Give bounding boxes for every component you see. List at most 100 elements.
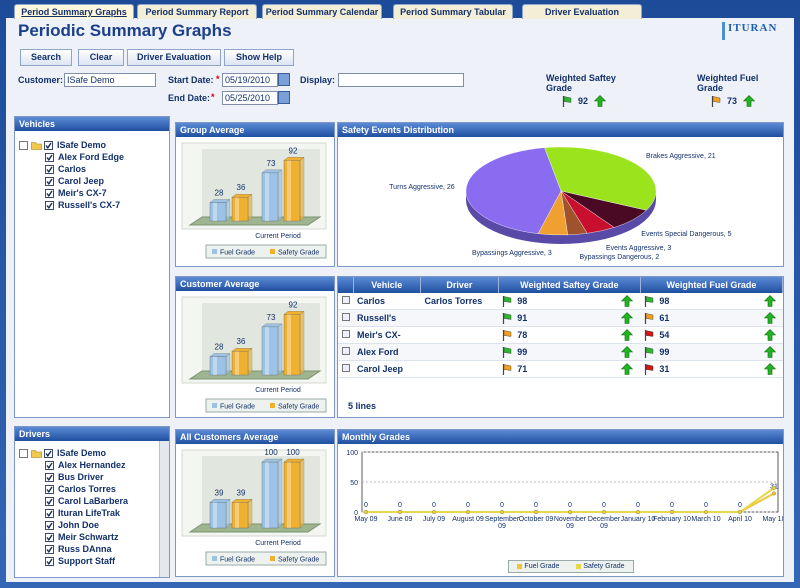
x-axis-label: Current Period [255, 540, 301, 547]
checkbox[interactable] [45, 200, 54, 210]
tab[interactable]: Driver Evaluation [522, 4, 642, 19]
help-button[interactable]: Show Help [224, 49, 294, 66]
checkbox[interactable] [45, 544, 54, 554]
tab[interactable]: Period Summary Report [137, 4, 257, 19]
checkbox[interactable] [45, 496, 54, 506]
calendar-button[interactable] [278, 73, 290, 86]
expander[interactable] [341, 364, 350, 372]
checkbox[interactable] [44, 448, 53, 458]
checkbox[interactable] [45, 508, 54, 518]
legend-box [205, 244, 327, 259]
checkbox[interactable] [44, 140, 53, 150]
x-tick-label: May 09 [354, 516, 378, 523]
flag-cloth [646, 295, 654, 303]
arrow-shape [594, 95, 607, 107]
check-mark [46, 462, 53, 469]
check-mark [46, 166, 53, 173]
pie-label: Events Aggressive, 3 [606, 245, 671, 252]
point [398, 509, 403, 514]
bar [261, 461, 279, 529]
checkbox[interactable] [45, 152, 54, 162]
bar-side [247, 193, 253, 222]
display-select[interactable] [338, 73, 464, 87]
tree-label: Support Staff [58, 556, 115, 566]
up-arrow-icon [763, 346, 776, 358]
customer-select[interactable]: ISafe Demo [64, 73, 156, 87]
grade-value: 98 [659, 296, 670, 306]
table-cell: 91 [498, 309, 641, 327]
expand-cell [338, 326, 354, 344]
checkbox[interactable] [45, 556, 54, 566]
checkbox[interactable] [45, 484, 54, 494]
tree-label: Ituran LifeTrak [58, 508, 121, 518]
table-cell: 99 [498, 343, 641, 361]
header-cell: Weighted Fuel Grade [640, 277, 783, 293]
search-button[interactable]: Search [20, 49, 72, 66]
expander[interactable] [341, 313, 350, 321]
check-mark [46, 546, 53, 553]
legend-label: Safety Grade [278, 250, 319, 257]
table-row: Carol Jeep 71 31 [338, 360, 783, 378]
calendar-button[interactable] [278, 91, 290, 104]
bar-value-label: 39 [237, 488, 246, 497]
grade-cell: 78 [502, 329, 639, 341]
point-value-label: 0 [364, 502, 368, 509]
bar-highlight [287, 314, 291, 375]
point [602, 509, 607, 514]
check-mark [45, 450, 52, 457]
bar-top [283, 157, 305, 161]
tab[interactable]: Period Summary Graphs [14, 4, 134, 19]
folder-shape [31, 449, 42, 458]
checkbox[interactable] [45, 472, 54, 482]
checkbox[interactable] [45, 164, 54, 174]
expander[interactable] [19, 140, 28, 150]
clear-button[interactable]: Clear [78, 49, 124, 66]
x-tick-label: October 09 [518, 516, 554, 523]
expander[interactable] [341, 296, 350, 304]
start-date-input[interactable]: 05/19/2010 [222, 73, 278, 87]
grade-value: 71 [517, 364, 528, 374]
bar-highlight [235, 502, 239, 528]
grade-value: 54 [659, 330, 670, 340]
checkbox[interactable] [45, 460, 54, 470]
checkbox[interactable] [45, 520, 54, 530]
point-value-label: 0 [670, 502, 674, 509]
flag-cloth [712, 95, 721, 103]
expander[interactable] [341, 347, 350, 355]
grade-cell: 98 [644, 295, 781, 307]
table-cell: Alex Ford [353, 343, 421, 361]
point-value-label: 0 [398, 502, 402, 509]
point [636, 509, 641, 514]
end-date-input[interactable]: 05/25/2010 [222, 91, 278, 105]
x-axis-label: Current Period [255, 233, 301, 240]
expander[interactable] [19, 448, 28, 458]
legend-swatch [212, 403, 217, 408]
bar-value-label: 39 [215, 488, 224, 497]
table-cell: 98 [498, 293, 641, 310]
expander[interactable] [341, 330, 350, 338]
grade-value: 78 [517, 330, 528, 340]
tab[interactable]: Period Summary Tabular [393, 4, 513, 19]
driver-evaluation-button[interactable]: Driver Evaluation [127, 49, 221, 66]
tree-label: Bus Driver [58, 472, 104, 482]
grade-value: 99 [659, 347, 670, 357]
scrollbar[interactable] [159, 441, 169, 577]
checkbox[interactable] [45, 532, 54, 542]
grade-value: 99 [517, 347, 528, 357]
bar-value-label: 28 [215, 343, 224, 352]
point-value-label: 0 [432, 502, 436, 509]
checkbox[interactable] [45, 188, 54, 198]
grade-value: 98 [517, 296, 528, 306]
legend-label: Safety Grade [278, 557, 319, 564]
legend-swatch [517, 564, 523, 569]
checkbox[interactable] [45, 176, 54, 186]
panel-title: Group Average [176, 123, 334, 137]
grade-value: 31 [659, 364, 670, 374]
chart-area: 28 73 36 92 Current Period Fuel Grade Safety G… [176, 291, 334, 417]
point-value-label: 0 [636, 502, 640, 509]
tab[interactable]: Period Summary Calendar [262, 4, 382, 19]
arrow-shape [763, 363, 776, 375]
flag-icon [645, 312, 654, 324]
cell-text: Russell's [357, 313, 397, 323]
bar [283, 314, 301, 376]
